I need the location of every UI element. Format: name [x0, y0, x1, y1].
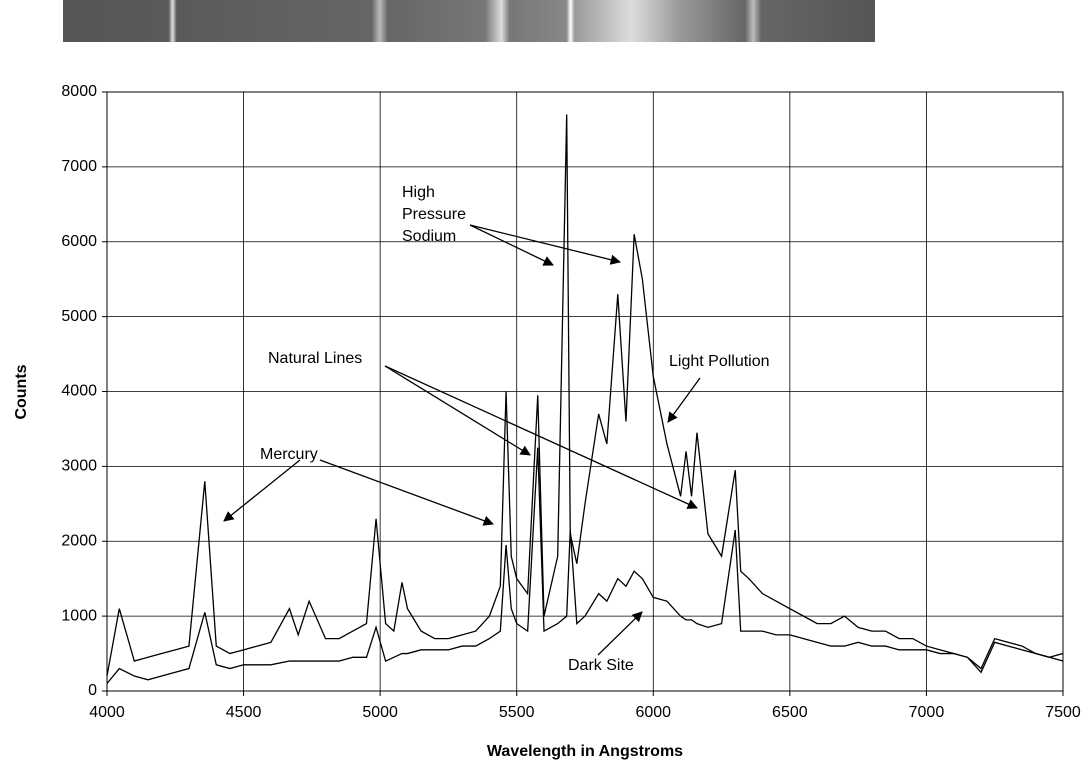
annotation: Natural Lines [268, 350, 363, 367]
y-tick-label: 1000 [61, 607, 97, 624]
x-tick-label: 7500 [1045, 704, 1081, 721]
y-tick-label: 5000 [61, 308, 97, 325]
annotation: High Pressure Sodium [402, 184, 467, 245]
x-tick-label: 5000 [362, 704, 398, 721]
y-tick-label: 3000 [61, 458, 97, 475]
x-tick-label: 6000 [635, 704, 671, 721]
y-tick-label: 0 [88, 682, 97, 699]
spectrum-strip [63, 0, 875, 42]
annotation: Light Pollution [669, 353, 770, 370]
y-tick-label: 7000 [61, 158, 97, 175]
grid [102, 91, 1064, 696]
y-tick-label: 2000 [61, 532, 97, 549]
x-tick-label: 4500 [226, 704, 262, 721]
y-tick-label: 8000 [61, 83, 97, 100]
plot-frame [106, 91, 1064, 692]
annotation: Dark Site [568, 657, 634, 674]
x-tick-label: 7000 [909, 704, 945, 721]
y-axis-label: Counts [13, 364, 30, 419]
lines [106, 114, 1064, 684]
x-tick-label: 6500 [772, 704, 808, 721]
x-tick-label: 4000 [89, 704, 125, 721]
y-tick-label: 6000 [61, 233, 97, 250]
series-line [106, 447, 1064, 684]
annotation: Mercury [260, 446, 318, 463]
x-axis-label: Wavelength in Angstroms [487, 743, 683, 760]
series-line [106, 114, 1064, 677]
y-tick-label: 4000 [61, 383, 97, 400]
arrows [223, 224, 701, 656]
x-tick-label: 5500 [499, 704, 535, 721]
